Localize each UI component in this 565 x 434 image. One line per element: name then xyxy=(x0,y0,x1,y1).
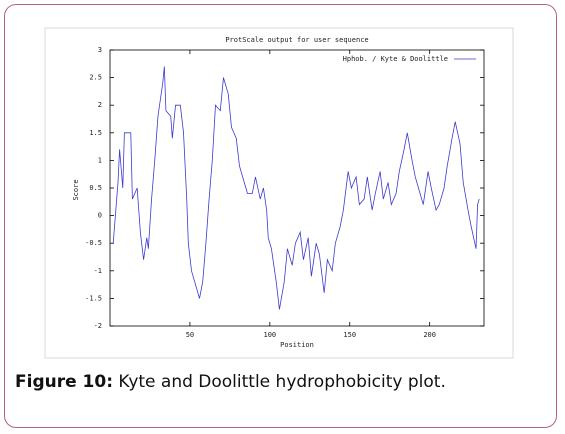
x-tick-label: 100 xyxy=(264,331,277,339)
chart-title: ProtScale output for user sequence xyxy=(225,36,368,44)
x-axis-label: Position xyxy=(280,341,314,349)
y-tick-label: 2.5 xyxy=(89,74,102,82)
x-tick-label: 50 xyxy=(186,331,194,339)
caption: Figure 10: Kyte and Doolittle hydrophobi… xyxy=(15,372,446,392)
y-tick-label: -1.5 xyxy=(85,294,102,302)
y-tick-label: -0.5 xyxy=(85,239,102,247)
series-line xyxy=(112,66,480,310)
legend-label: Hphob. / Kyte & Doolittle xyxy=(343,55,448,63)
x-tick-label: 150 xyxy=(343,331,356,339)
plot-frame xyxy=(109,49,485,327)
y-tick-label: -1 xyxy=(94,267,102,275)
y-tick-label: 0 xyxy=(98,212,102,220)
y-tick-label: 1.5 xyxy=(89,129,102,137)
y-tick-label: 1 xyxy=(98,156,102,164)
figure-frame xyxy=(4,4,557,428)
y-tick-label: -2 xyxy=(94,322,102,330)
caption-label: Figure 10: xyxy=(15,372,113,392)
y-tick-label: 3 xyxy=(98,46,102,54)
y-tick-label: 2 xyxy=(98,101,102,109)
y-axis-label: Score xyxy=(72,179,80,200)
image-border xyxy=(44,27,514,359)
x-tick-label: 200 xyxy=(423,331,436,339)
caption-text: Kyte and Doolittle hydrophobicity plot. xyxy=(118,372,446,392)
y-tick-label: 0.5 xyxy=(89,184,102,192)
